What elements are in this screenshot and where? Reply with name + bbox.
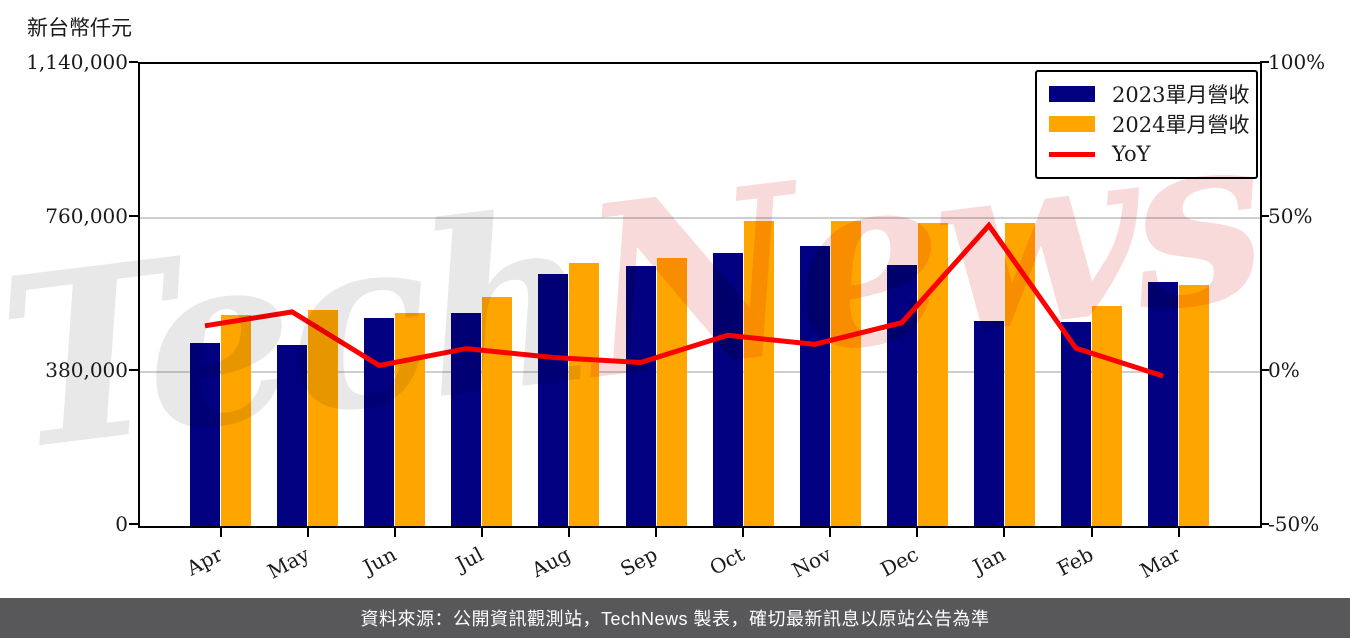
gridline <box>140 371 1260 373</box>
x-axis-tick <box>742 528 745 537</box>
x-axis-tick <box>306 528 309 537</box>
bar-2023-may <box>277 344 308 526</box>
bar-2024-mar <box>1179 284 1210 526</box>
legend-swatch-2023 <box>1049 86 1095 102</box>
y-axis-tick-left <box>129 215 138 217</box>
y-axis-label-right: 50% <box>1268 204 1313 228</box>
legend-item-yoy: YoY <box>1037 139 1256 169</box>
bar-2024-oct <box>743 220 774 526</box>
x-axis-label-month: May <box>263 542 313 584</box>
bar-2024-jan <box>1004 223 1035 526</box>
x-axis-tick <box>1003 528 1006 537</box>
x-axis-label-month: Jun <box>358 542 400 580</box>
y-axis-tick-right <box>1260 215 1269 217</box>
bar-2024-feb <box>1092 305 1122 526</box>
yoy-line-chart <box>204 221 1164 379</box>
y-axis-label-right: 0% <box>1268 358 1300 382</box>
plot-area: 2023單月營收 2024單月營收 YoY <box>138 62 1262 528</box>
x-axis-tick <box>829 528 832 537</box>
x-axis-tick <box>1177 528 1180 537</box>
bar-2024-may <box>308 309 339 526</box>
bar-2024-apr <box>221 315 251 526</box>
bar-2023-feb <box>1061 321 1091 526</box>
y-axis-tick-left <box>129 61 138 63</box>
x-axis-tick <box>480 528 483 537</box>
legend-item-2024: 2024單月營收 <box>1037 109 1256 139</box>
bar-2023-jun <box>364 317 395 526</box>
bar-2023-mar <box>1148 281 1179 526</box>
y-axis-tick-right <box>1260 61 1269 63</box>
x-axis-label-month: Aug <box>527 542 575 583</box>
legend-swatch-yoy <box>1049 151 1095 157</box>
legend-item-2023: 2023單月營收 <box>1037 79 1256 109</box>
x-axis-label-month: Feb <box>1052 542 1097 581</box>
x-axis-label-month: Oct <box>705 542 749 580</box>
x-axis-label-month: Apr <box>181 542 226 581</box>
source-caption-bar: 資料來源：公開資訊觀測站，TechNews 製表，確切最新訊息以原站公告為準 <box>0 598 1350 638</box>
legend-label-2024: 2024單月營收 <box>1112 113 1250 137</box>
source-caption-text: 資料來源：公開資訊觀測站，TechNews 製表，確切最新訊息以原站公告為準 <box>360 609 990 629</box>
y-axis-label-left: 380,000 <box>45 358 128 382</box>
bar-2024-nov <box>830 220 861 526</box>
x-axis-tick <box>916 528 919 537</box>
legend: 2023單月營收 2024單月營收 YoY <box>1035 70 1258 179</box>
bar-2024-aug <box>569 262 600 526</box>
y-axis-label-right: 100% <box>1268 50 1326 74</box>
y-axis-label-left: 0 <box>115 512 128 536</box>
y-axis-tick-left <box>129 369 138 371</box>
y-axis-label-right: -50% <box>1268 512 1320 536</box>
y-axis-tick-left <box>129 523 138 525</box>
bar-2024-jun <box>395 313 426 526</box>
x-axis-tick <box>655 528 657 537</box>
bar-2023-aug <box>538 274 569 526</box>
x-axis-label-month: Mar <box>1135 542 1184 583</box>
y-axis-label-left: 760,000 <box>45 204 128 228</box>
x-axis-label-month: Jan <box>969 542 1010 579</box>
y-axis-tick-right <box>1260 523 1269 525</box>
legend-swatch-2024 <box>1049 116 1095 132</box>
x-axis-tick <box>567 528 570 537</box>
x-axis-label-month: Sep <box>616 542 662 582</box>
bar-2024-jul <box>482 297 513 526</box>
bar-2023-nov <box>799 245 830 526</box>
x-axis-label-month: Dec <box>876 542 923 582</box>
bar-2023-sep <box>625 265 656 526</box>
legend-label-yoy: YoY <box>1112 142 1151 166</box>
y-axis-title: 新台幣仟元 <box>27 16 132 40</box>
yoy-line <box>204 221 1164 379</box>
x-axis-tick <box>393 528 396 537</box>
y-axis-tick-right <box>1260 369 1269 371</box>
legend-label-2023: 2023單月營收 <box>1112 83 1250 107</box>
x-axis-tick <box>1090 528 1093 537</box>
bar-2023-jan <box>973 320 1004 526</box>
x-axis-label-month: Nov <box>788 542 836 583</box>
bar-2023-apr <box>190 342 220 526</box>
x-axis-tick <box>219 528 222 537</box>
gridline <box>140 217 1260 219</box>
bar-2024-sep <box>656 257 687 526</box>
y-axis-label-left: 1,140,000 <box>26 50 128 74</box>
x-axis-label-month: Jul <box>451 542 488 577</box>
bar-2023-oct <box>712 253 743 526</box>
